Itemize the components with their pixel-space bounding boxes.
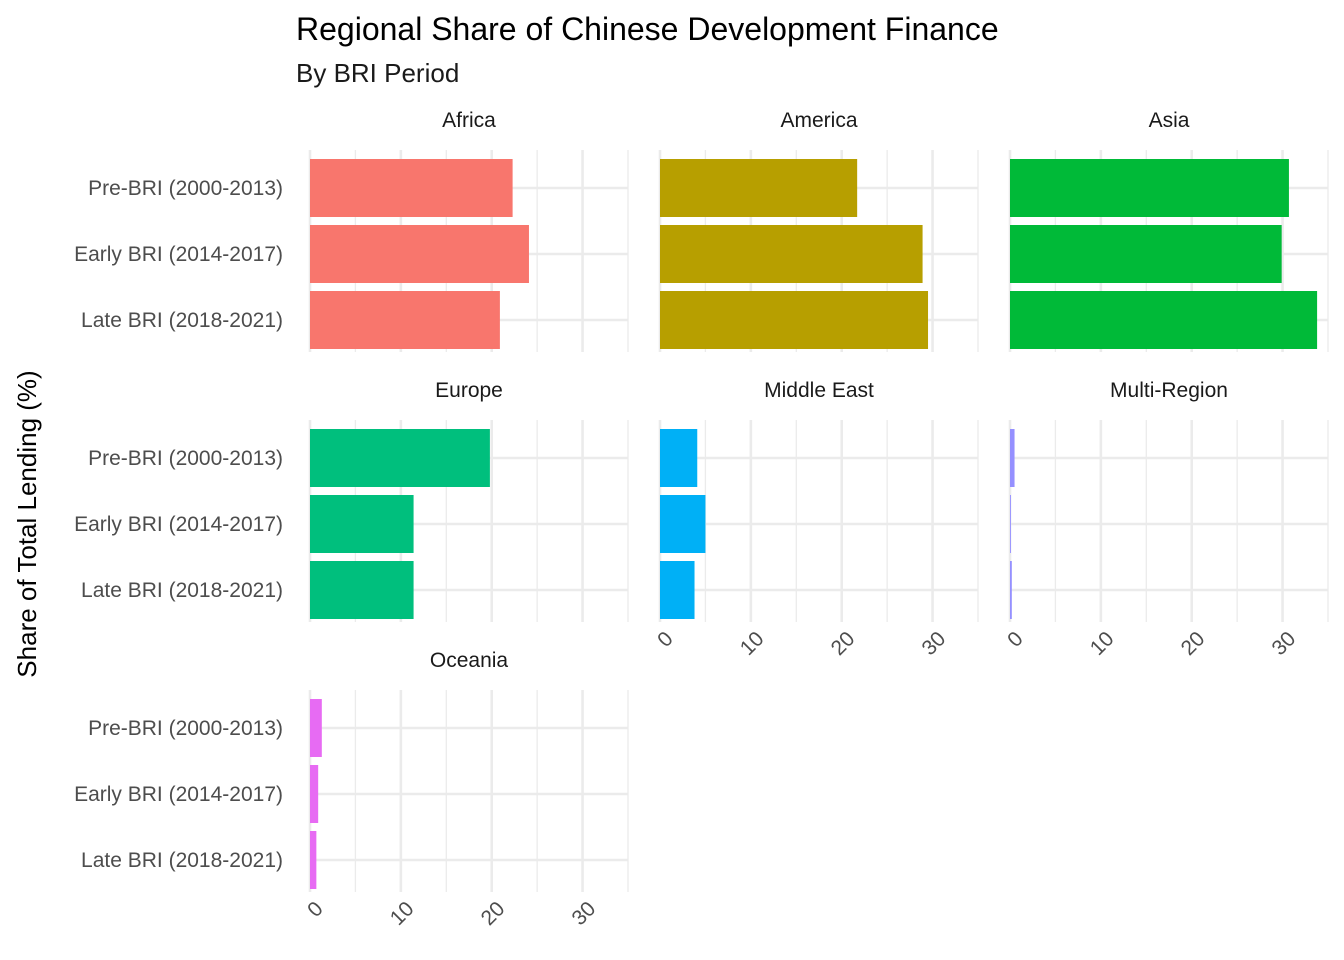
chart-subtitle: By BRI Period xyxy=(296,58,459,88)
facet-multi-region: Multi-Region 0 10 20 30 xyxy=(1003,379,1329,660)
x-tick-label: 10 xyxy=(736,627,769,660)
x-tick-label: 20 xyxy=(1177,627,1210,660)
facet-strip-oceania: Oceania xyxy=(430,649,509,672)
facet-strip-middle-east: Middle East xyxy=(764,379,874,402)
bar-africa-pre-bri-2000-2013 xyxy=(310,159,513,217)
chart-title: Regional Share of Chinese Development Fi… xyxy=(296,11,999,47)
bar-america-pre-bri-2000-2013 xyxy=(660,159,858,217)
bar-asia-late-bri-2018-2021 xyxy=(1010,291,1318,349)
bar-oceania-early-bri-2014-2017 xyxy=(310,765,319,823)
bar-multi-region-pre-bri-2000-2013 xyxy=(1010,429,1015,487)
y-tick-label: Pre-BRI (2000-2013) xyxy=(88,447,283,470)
x-tick-label: 0 xyxy=(1003,627,1028,652)
x-tick-label: 30 xyxy=(1267,627,1300,660)
bar-middle-east-pre-bri-2000-2013 xyxy=(660,429,698,487)
y-tick-label: Early BRI (2014-2017) xyxy=(74,513,283,536)
bar-europe-pre-bri-2000-2013 xyxy=(310,429,490,487)
x-tick-label: 20 xyxy=(477,897,510,930)
x-tick-label: 20 xyxy=(827,627,860,660)
bar-asia-pre-bri-2000-2013 xyxy=(1010,159,1289,217)
bar-middle-east-late-bri-2018-2021 xyxy=(660,561,695,619)
bar-africa-early-bri-2014-2017 xyxy=(310,225,529,283)
facet-america: America xyxy=(658,109,979,352)
facet-panels: Africa Pre-BRI (2000-2013) Early BRI (2014… xyxy=(74,109,1329,930)
y-tick-label: Early BRI (2014-2017) xyxy=(74,243,283,266)
y-tick-label: Late BRI (2018-2021) xyxy=(81,849,283,872)
x-tick-label: 0 xyxy=(303,897,328,922)
facet-oceania: Oceania Pre-BRI (2000-2013) Early BRI (201… xyxy=(74,649,629,930)
facet-europe: Europe Pre-BRI (2000-2013) Early BRI (2014… xyxy=(74,379,629,622)
y-tick-label: Pre-BRI (2000-2013) xyxy=(88,717,283,740)
bar-america-early-bri-2014-2017 xyxy=(660,225,923,283)
y-tick-label: Early BRI (2014-2017) xyxy=(74,783,283,806)
y-tick-label: Late BRI (2018-2021) xyxy=(81,309,283,332)
y-tick-label: Late BRI (2018-2021) xyxy=(81,579,283,602)
facet-strip-multi-region: Multi-Region xyxy=(1110,379,1228,402)
x-tick-label: 30 xyxy=(917,627,950,660)
bar-europe-late-bri-2018-2021 xyxy=(310,561,414,619)
x-tick-label: 10 xyxy=(386,897,419,930)
bar-oceania-late-bri-2018-2021 xyxy=(310,831,317,889)
x-tick-label: 10 xyxy=(1086,627,1119,660)
y-tick-label: Pre-BRI (2000-2013) xyxy=(88,177,283,200)
facet-asia: Asia xyxy=(1008,109,1329,352)
facet-strip-europe: Europe xyxy=(435,379,503,402)
facet-strip-asia: Asia xyxy=(1149,109,1190,132)
facet-africa: Africa Pre-BRI (2000-2013) Early BRI (2014… xyxy=(74,109,629,352)
bar-middle-east-early-bri-2014-2017 xyxy=(660,495,706,553)
bar-america-late-bri-2018-2021 xyxy=(660,291,929,349)
facet-strip-africa: Africa xyxy=(442,109,496,132)
bar-europe-early-bri-2014-2017 xyxy=(310,495,414,553)
bar-oceania-pre-bri-2000-2013 xyxy=(310,699,322,757)
facet-strip-america: America xyxy=(780,109,857,132)
bar-multi-region-late-bri-2018-2021 xyxy=(1010,561,1012,619)
facet-middle-east: Middle East 0 10 20 30 xyxy=(653,379,979,660)
bar-multi-region-early-bri-2014-2017 xyxy=(1010,495,1011,553)
bar-africa-late-bri-2018-2021 xyxy=(310,291,500,349)
x-tick-label: 30 xyxy=(567,897,600,930)
y-axis-label: Share of Total Lending (%) xyxy=(12,370,42,677)
bar-asia-early-bri-2014-2017 xyxy=(1010,225,1282,283)
x-tick-label: 0 xyxy=(653,627,678,652)
